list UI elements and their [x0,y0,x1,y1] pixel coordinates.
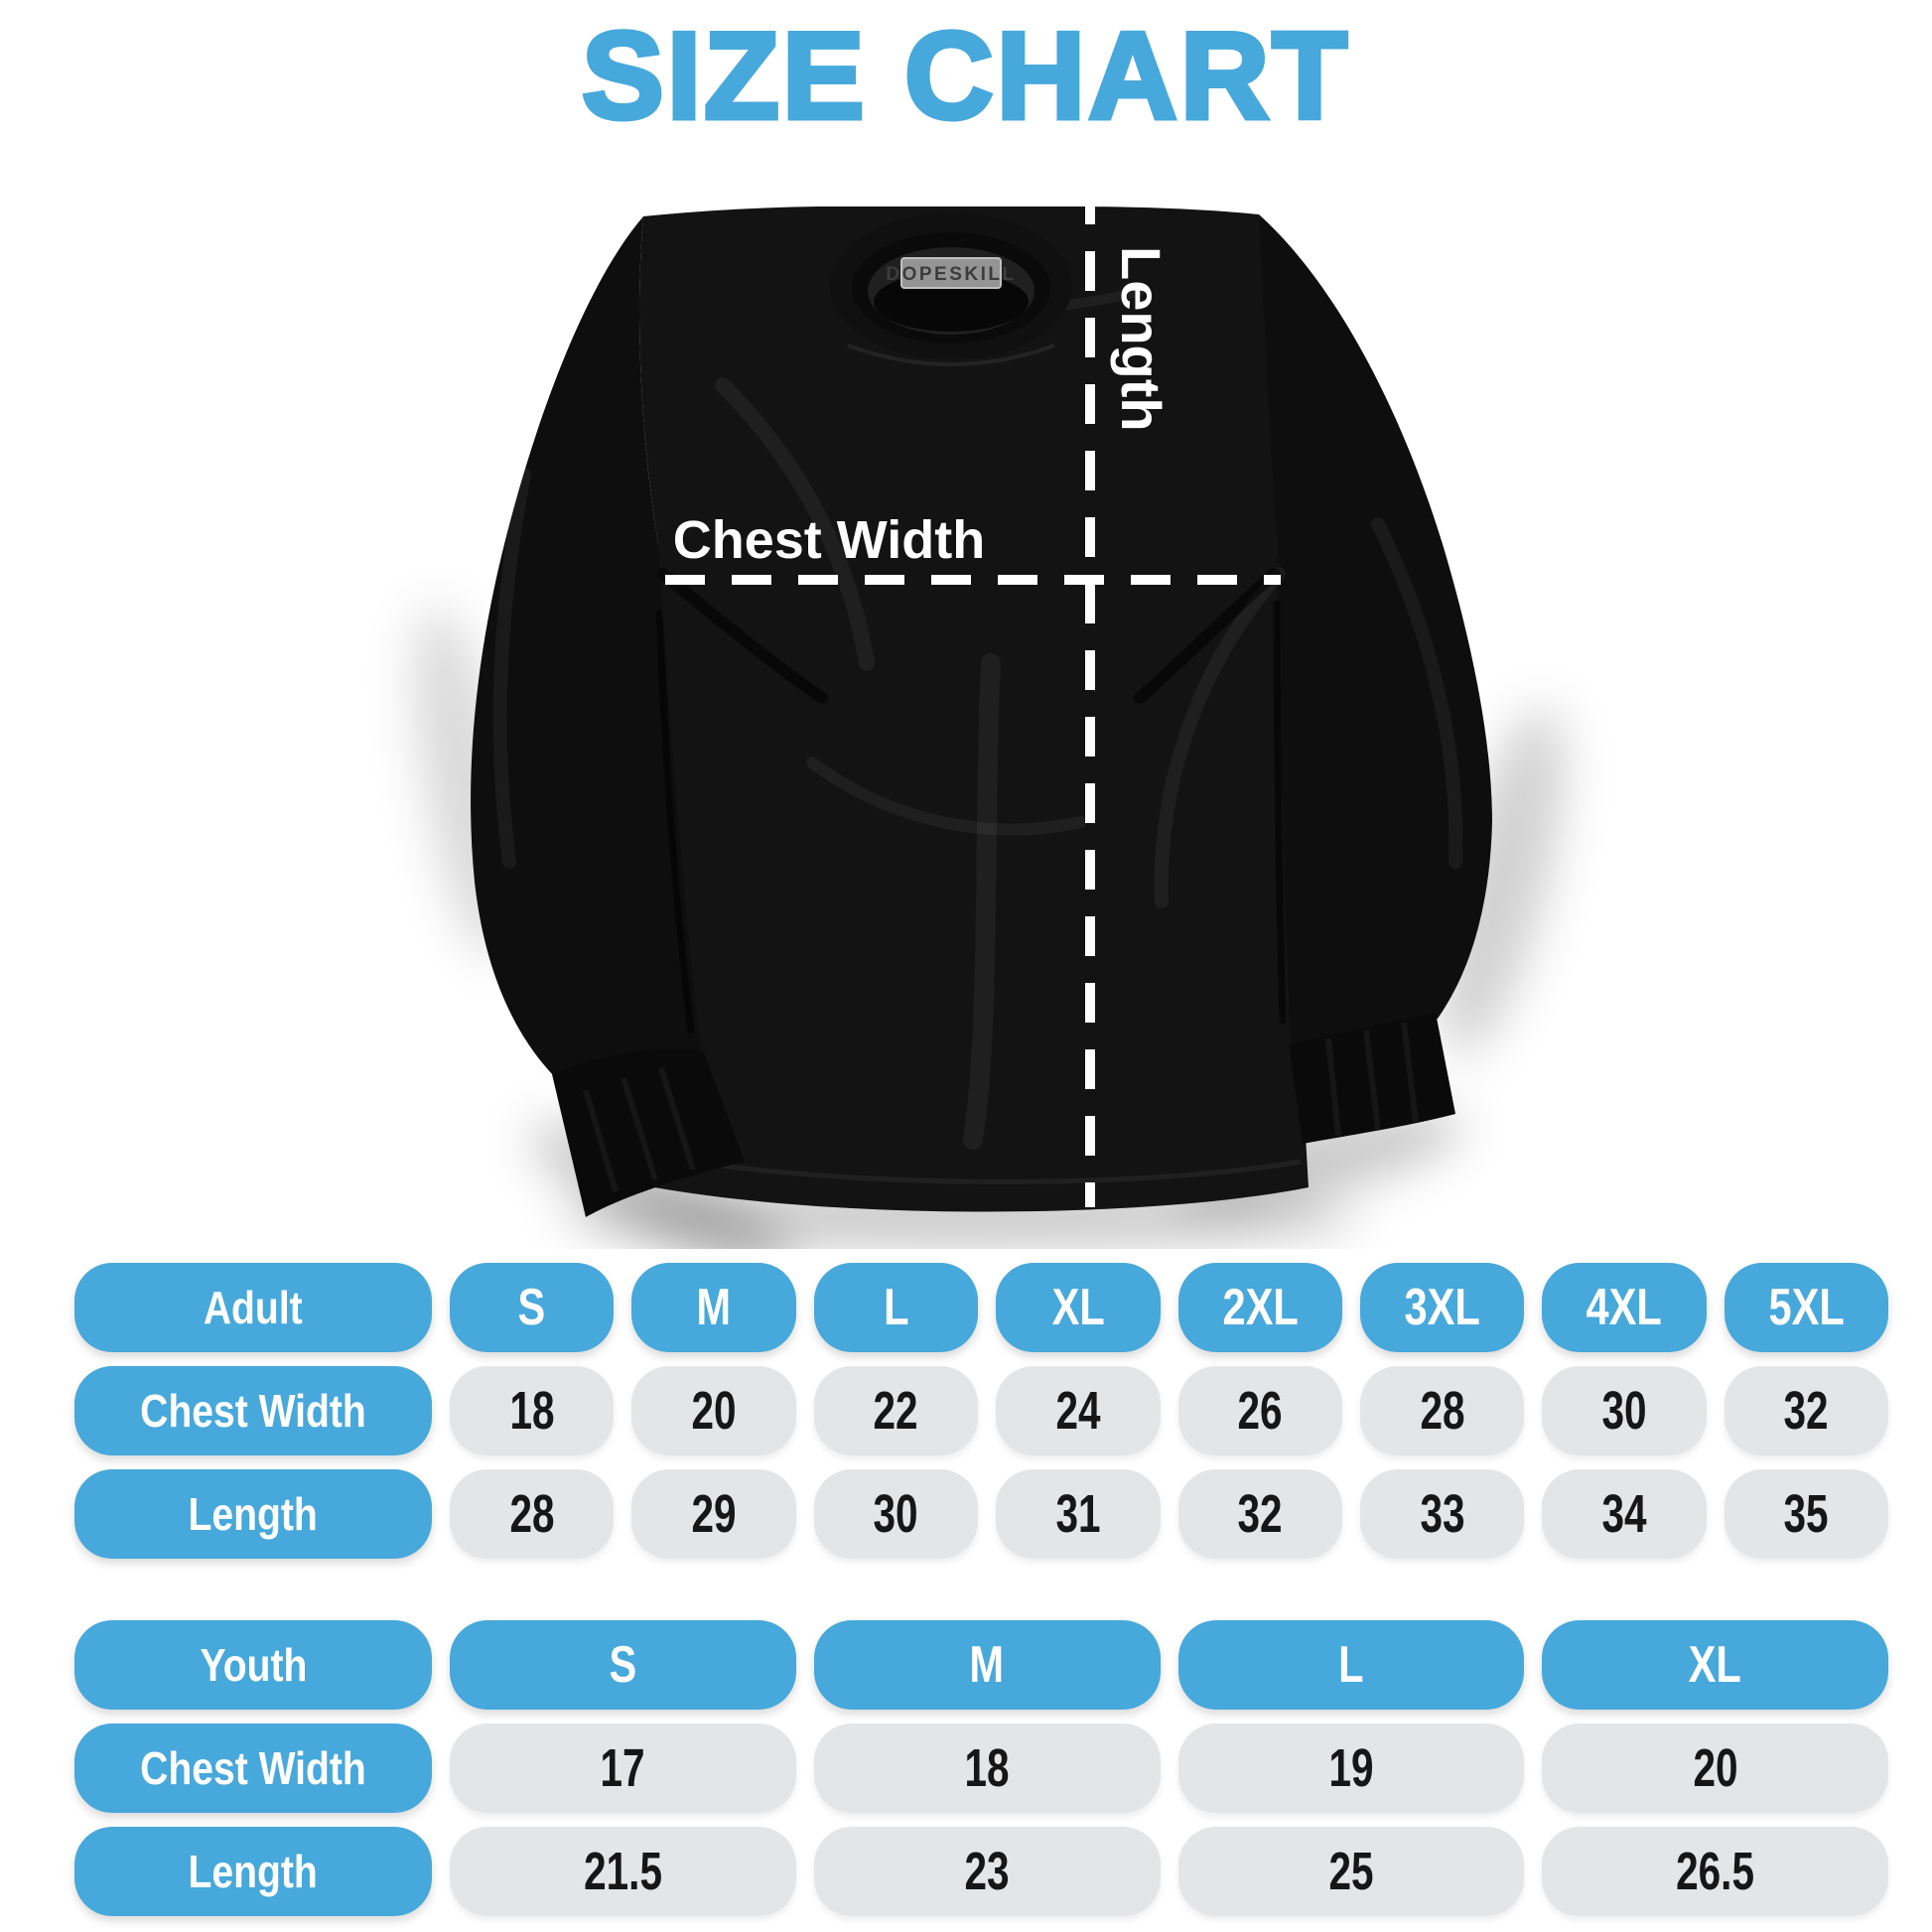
adult-size-header: 2XL [1177,1263,1342,1352]
shirt-body [614,207,1309,1212]
youth-size-header: XL [1542,1620,1888,1710]
youth-size-table: Youth S M L XL Chest Width 17 18 19 20 L… [74,1620,1888,1916]
shirt-right-sleeve [1259,214,1492,1046]
shirt-diagram: DOPESKILL Chest Width Length [296,147,1636,1249]
shirt-left-sleeve [471,216,701,1078]
youth-chest-row-label: Chest Width [74,1724,432,1813]
adult-size-header: 3XL [1359,1263,1525,1352]
adult-length-value: 33 [1359,1469,1525,1559]
shirt-left-cuff [552,1048,745,1217]
long-sleeve-shirt-illustration: DOPESKILL Chest Width Length [414,185,1564,1249]
adult-chest-value: 32 [1724,1366,1888,1455]
adult-group-header: Adult [74,1263,432,1352]
youth-group-header: Youth [74,1620,432,1710]
adult-length-value: 35 [1724,1469,1888,1559]
length-shirt-label: Length [1110,246,1173,432]
adult-length-value: 32 [1177,1469,1342,1559]
neck-tag: DOPESKILL [886,257,1016,289]
fabric-wrinkles [492,281,1463,1150]
adult-length-value: 30 [813,1469,979,1559]
youth-chest-value: 18 [813,1724,1161,1813]
adult-chest-value: 26 [1177,1366,1342,1455]
youth-length-value: 23 [813,1827,1161,1916]
right-cuff-ribs [1325,1022,1419,1137]
youth-size-header: L [1177,1620,1525,1710]
adult-chest-value: 28 [1359,1366,1525,1455]
adult-chest-value: 30 [1542,1366,1707,1455]
fabric-creases [655,568,1287,1035]
adult-size-header: 4XL [1542,1263,1707,1352]
youth-size-header: M [813,1620,1161,1710]
adult-chest-value: 22 [813,1366,979,1455]
shirt-right-cuff [1289,1013,1455,1144]
adult-size-header: M [631,1263,796,1352]
chest-width-shirt-label: Chest Width [673,510,985,570]
adult-size-header: S [450,1263,615,1352]
adult-chest-value: 18 [450,1366,615,1455]
adult-chest-value: 20 [631,1366,796,1455]
page-title: SIZE CHART [580,8,1350,145]
adult-size-table: Adult S M L XL 2XL 3XL 4XL 5XL Chest Wid… [74,1263,1888,1559]
brand-tag-text: DOPESKILL [886,264,1016,285]
adult-length-value: 29 [631,1469,796,1559]
youth-length-row-label: Length [74,1827,432,1916]
adult-chest-value: 24 [996,1366,1161,1455]
adult-size-header: 5XL [1724,1263,1888,1352]
youth-length-value: 25 [1177,1827,1525,1916]
left-cuff-ribs [583,1067,696,1192]
adult-chest-row-label: Chest Width [74,1366,432,1455]
youth-length-value: 21.5 [450,1827,796,1916]
adult-length-value: 28 [450,1469,615,1559]
youth-chest-value: 20 [1542,1724,1888,1813]
adult-length-value: 34 [1542,1469,1707,1559]
adult-length-value: 31 [996,1469,1161,1559]
youth-length-value: 26.5 [1542,1827,1888,1916]
youth-size-header: S [450,1620,796,1710]
adult-size-header: XL [996,1263,1161,1352]
youth-chest-value: 17 [450,1724,796,1813]
adult-size-header: L [813,1263,979,1352]
youth-chest-value: 19 [1177,1724,1525,1813]
adult-length-row-label: Length [74,1469,432,1559]
